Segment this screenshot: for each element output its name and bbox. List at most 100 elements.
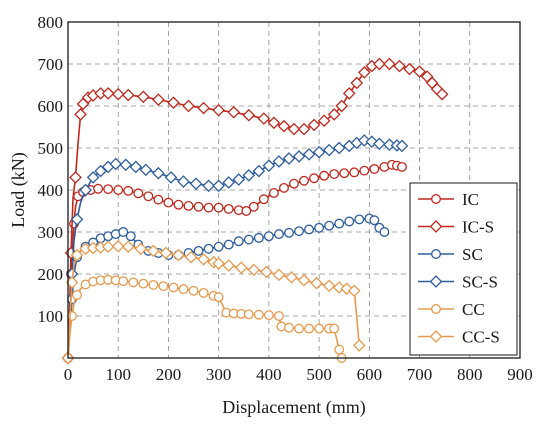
data-point-ic-s [373, 57, 386, 71]
data-point-ic [397, 161, 407, 172]
y-tick-label: 100 [38, 307, 64, 326]
legend-item-ic: IC [418, 190, 479, 209]
data-point-ic-s [327, 108, 341, 121]
data-point-cc-s [101, 240, 115, 254]
data-point-cc-s [197, 252, 210, 266]
legend-label: IC-S [462, 218, 494, 237]
series-cc [63, 274, 347, 363]
data-point-ic-s [197, 101, 210, 115]
data-point-ic [123, 185, 134, 196]
data-point-sc-s [139, 163, 153, 177]
data-point-ic-s [101, 87, 115, 100]
data-point-cc-s [70, 248, 84, 262]
data-point-ic [289, 178, 299, 189]
data-point-sc-s [312, 145, 326, 159]
data-point-ic [268, 187, 279, 198]
legend-box [409, 182, 518, 356]
data-point-ic-s [357, 66, 371, 79]
y-axis-title: Load (kN) [8, 152, 29, 227]
data-point-sc-s [164, 171, 178, 184]
data-point-sc-s [189, 177, 203, 191]
series-sc-s [61, 134, 409, 365]
plot-frame [67, 21, 521, 359]
legend-item-ic-s: IC-S [418, 218, 494, 237]
data-point-sc [213, 241, 224, 252]
y-tick-label: 800 [38, 13, 64, 32]
data-point-cc-s [297, 273, 311, 287]
data-point-cc [128, 277, 139, 288]
x-tick-label: 100 [105, 365, 131, 384]
data-point-cc [294, 323, 304, 334]
data-point-sc [125, 231, 136, 242]
data-point-cc-s [310, 276, 323, 290]
data-point-sc-s [332, 141, 346, 155]
data-point-sc-s [383, 138, 396, 151]
data-point-sc [379, 227, 390, 237]
data-point-cc-s [347, 284, 361, 298]
legend-item-cc-s: CC-S [418, 328, 500, 347]
data-point-ic-s [335, 99, 349, 113]
data-point-ic-s [317, 114, 331, 128]
data-point-sc [294, 226, 304, 237]
data-point-ic [183, 201, 194, 211]
data-point-ic [369, 164, 380, 174]
data-point-sc-s [212, 179, 225, 193]
series-layer [61, 57, 449, 365]
data-point-sc-s [222, 176, 236, 189]
data-point-sc-s [109, 157, 123, 171]
data-point-sc-s [177, 175, 190, 188]
data-point-ic-s [69, 171, 82, 184]
legend-label: SC [462, 245, 483, 264]
legend-label: SC-S [462, 273, 498, 292]
data-point-ic [359, 165, 370, 176]
data-point-cc-s [285, 271, 298, 284]
data-point-cc-s [172, 248, 185, 262]
legend-marker-cc [431, 304, 441, 314]
data-point-sc-s [242, 168, 256, 182]
data-point-ic-s [267, 116, 281, 130]
data-point-sc [284, 227, 294, 238]
data-point-ic [143, 191, 154, 202]
data-point-ic-s [277, 119, 291, 133]
data-point-ic-s [257, 112, 271, 125]
data-point-ic [299, 175, 309, 186]
legend-marker-ic [431, 194, 441, 204]
data-point-cc [213, 292, 224, 303]
data-point-ic [213, 202, 224, 213]
x-tick-label: 400 [256, 365, 282, 384]
data-point-ic [173, 199, 184, 210]
data-point-cc [178, 284, 189, 295]
legend: IC IC-S SC SC-S CC CC-S [409, 182, 518, 356]
data-point-sc-s [202, 179, 215, 193]
data-point-ic-s [297, 122, 311, 136]
data-point-cc [67, 311, 77, 321]
data-point-sc-s [292, 150, 306, 163]
data-point-cc [168, 282, 179, 293]
data-point-sc-s [152, 166, 165, 180]
data-point-sc-s [252, 164, 266, 178]
data-point-sc [354, 214, 365, 225]
data-point-cc [118, 276, 129, 287]
data-point-ic-s [167, 96, 180, 109]
data-point-ic [93, 183, 104, 194]
data-point-sc [304, 224, 315, 235]
x-tick-label: 500 [306, 365, 332, 384]
x-tick-label: 0 [64, 365, 73, 384]
data-point-sc-s [262, 159, 276, 172]
series-ic-s [61, 57, 449, 365]
legend-label: CC [462, 300, 485, 319]
data-point-sc [193, 245, 204, 256]
data-point-sc-s [302, 147, 316, 161]
legend-marker-sc [431, 249, 441, 259]
ticks: 0 100 200 300 400 500 600 700 800 900 100 200 300 400… [38, 13, 533, 384]
data-point-sc-s [94, 164, 107, 178]
legend-marker-ic-s [429, 220, 443, 233]
data-point-ic [319, 170, 330, 181]
data-point-ic-s [137, 90, 150, 104]
data-point-ic-s [350, 76, 364, 90]
data-point-cc-s [322, 279, 336, 293]
legend-item-sc-s: SC-S [418, 273, 498, 292]
data-point-ic [309, 173, 320, 184]
x-axis-title: Displacement (mm) [222, 397, 365, 418]
data-point-cc [334, 344, 345, 355]
